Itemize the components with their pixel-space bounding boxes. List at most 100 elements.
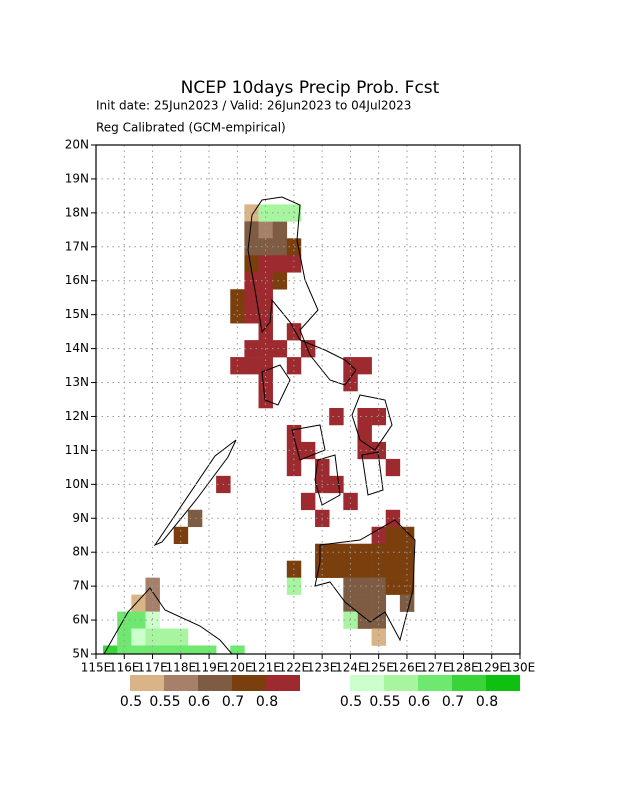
cell	[385, 560, 401, 578]
cell	[315, 458, 330, 477]
x-tick-label: 117E	[137, 661, 168, 675]
cell	[173, 628, 189, 646]
x-tick-label: 127E	[420, 661, 451, 675]
legend-swatch	[350, 675, 384, 691]
cell	[230, 289, 245, 307]
x-tick-label: 129E	[476, 661, 507, 675]
cell	[244, 272, 259, 290]
chart-title: NCEP 10days Precip Prob. Fcst	[181, 78, 440, 98]
x-tick-label: 119E	[194, 661, 225, 675]
cell	[343, 492, 358, 511]
cells	[103, 204, 415, 654]
cell	[399, 526, 415, 545]
cell	[329, 407, 344, 426]
negros	[314, 454, 341, 506]
cell	[258, 391, 273, 409]
cell	[159, 645, 175, 654]
cell	[385, 458, 401, 477]
cell	[343, 611, 358, 629]
cell	[258, 272, 273, 290]
cell	[258, 289, 273, 307]
chart-note: Reg Calibrated (GCM-empirical)	[96, 121, 286, 135]
y-tick-label: 16N	[65, 273, 89, 287]
x-tick-label: 130E	[505, 661, 536, 675]
cell	[244, 204, 259, 222]
x-tick-label: 120E	[222, 661, 253, 675]
cell	[371, 594, 387, 612]
cell	[357, 560, 372, 578]
legend-label: 0.8	[256, 694, 278, 710]
borneo	[103, 587, 233, 654]
cell	[258, 306, 273, 324]
y-tick-label: 14N	[65, 341, 89, 355]
legend-swatch	[452, 675, 486, 691]
legend-swatch	[130, 675, 164, 691]
cell	[286, 424, 302, 443]
cell	[357, 543, 372, 561]
cell	[272, 255, 288, 273]
y-tick-label: 17N	[65, 239, 89, 253]
cell	[258, 238, 273, 256]
x-tick-label: 121E	[250, 661, 281, 675]
cell	[159, 628, 175, 646]
legend-label: 0.6	[188, 694, 210, 710]
legend-swatch	[198, 675, 232, 691]
cell	[131, 645, 146, 654]
cell	[329, 543, 344, 561]
cell	[385, 577, 401, 595]
cell	[385, 543, 401, 561]
legend-swatch	[418, 675, 452, 691]
y-tick-label: 11N	[65, 443, 89, 457]
cell	[300, 492, 316, 511]
cell	[272, 238, 288, 256]
legend-label: 0.7	[442, 694, 464, 710]
mindanao	[314, 519, 416, 642]
y-tick-label: 5N	[72, 647, 89, 661]
y-tick-label: 19N	[65, 171, 89, 185]
cell	[272, 340, 288, 358]
chart-subtitle: Init date: 25Jun2023 / Valid: 26Jun2023 …	[96, 99, 411, 113]
x-tick-label: 122E	[279, 661, 310, 675]
cell	[329, 560, 344, 578]
y-tick-label: 7N	[72, 579, 89, 593]
cell	[272, 272, 288, 290]
cell	[357, 441, 372, 460]
cell	[329, 475, 344, 494]
x-tick-label: 118E	[166, 661, 197, 675]
cell	[258, 255, 273, 273]
cell	[131, 611, 146, 629]
leyte	[361, 451, 384, 496]
legend-swatch	[384, 675, 418, 691]
legend-swatch	[164, 675, 198, 691]
x-tick-label: 115E	[81, 661, 112, 675]
cell	[244, 306, 259, 324]
legend-label: 0.7	[222, 694, 244, 710]
x-tick-label: 125E	[363, 661, 394, 675]
cell	[258, 204, 273, 222]
legend-label: 0.55	[149, 694, 180, 710]
cell	[258, 323, 273, 341]
cell	[230, 306, 245, 324]
cell	[272, 221, 288, 239]
mindoro	[261, 364, 291, 406]
y-tick-label: 18N	[65, 205, 89, 219]
cell	[286, 255, 302, 273]
legend-swatch	[232, 675, 266, 691]
cell	[258, 221, 273, 239]
cell	[103, 645, 118, 654]
cell	[357, 611, 372, 629]
panay	[291, 424, 326, 461]
cell	[272, 204, 288, 222]
cell	[357, 594, 372, 612]
cell	[145, 645, 160, 654]
cell	[371, 407, 387, 426]
x-tick-label: 126E	[392, 661, 423, 675]
samar	[351, 394, 393, 451]
legend-swatch	[266, 675, 300, 691]
cell	[343, 594, 358, 612]
y-tick-label: 10N	[65, 477, 89, 491]
cell	[187, 645, 203, 654]
cell	[117, 628, 132, 646]
legend-label: 0.8	[476, 694, 498, 710]
